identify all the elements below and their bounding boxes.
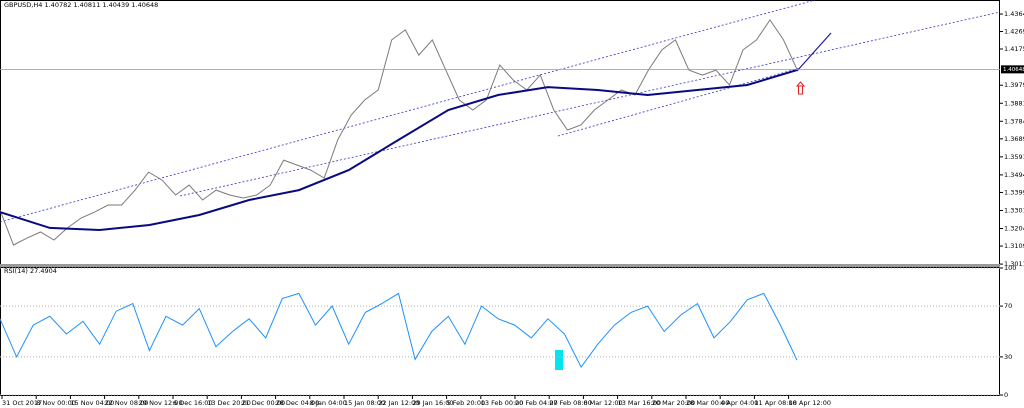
current-price-label: 1.40648	[1003, 67, 1024, 73]
x-tick-label: 31 Oct 2017	[2, 399, 42, 407]
y-tick-label: 1.30115	[1004, 260, 1024, 268]
y-tick-label: 1.34940	[1004, 171, 1024, 179]
x-tick-label: 11 Apr 08:00	[754, 399, 796, 407]
symbol: GBPUSD,H4	[4, 1, 42, 9]
x-tick-label: 22 Nov 08:00	[105, 399, 149, 407]
x-tick-label: 20 Mar 20:00	[652, 399, 695, 407]
x-tick-label: 20 Feb 04:00	[515, 399, 558, 407]
trend-line	[557, 67, 801, 137]
x-tick-label: 13 Feb 00:00	[481, 399, 524, 407]
y-tick-label: 1.33990	[1004, 188, 1024, 196]
open: 1.40782	[44, 1, 71, 9]
x-tick-label: 4 Apr 04:00	[720, 399, 758, 407]
x-tick-label: 13 Mar 16:00	[618, 399, 661, 407]
high: 1.40811	[73, 1, 100, 9]
x-tick-label: 29 Jan 16:00	[412, 399, 453, 407]
series-line	[0, 19, 798, 246]
rsi-pane	[0, 267, 1000, 396]
x-tick-label: 21 Dec 00:00	[241, 399, 285, 407]
series-line	[0, 69, 798, 232]
rsi-highlight	[555, 350, 563, 370]
x-tick-label: 8 Jan 04:00	[310, 399, 347, 407]
y-tick-label: 0	[1004, 391, 1008, 399]
y-tick-label: 70	[1004, 302, 1012, 310]
x-tick-label: 8 Nov 00:00	[36, 399, 76, 407]
chart-header: GBPUSD,H4 1.40782 1.40811 1.40439 1.4064…	[4, 1, 158, 9]
x-tick-label: 27 Feb 08:00	[549, 399, 592, 407]
y-tick-label: 1.32040	[1004, 225, 1024, 233]
y-tick-label: 1.33015	[1004, 206, 1024, 214]
rsi-label: RSI(14)	[4, 267, 28, 275]
close: 1.40648	[131, 1, 158, 9]
x-tick-label: 6 Dec 16:00	[173, 399, 213, 407]
y-tick-label: 1.42695	[1004, 28, 1024, 36]
series-line	[0, 292, 798, 369]
trend-line	[179, 11, 1001, 197]
arrow-icon	[795, 81, 806, 95]
y-tick-label: 1.41750	[1004, 45, 1024, 53]
current-price-box	[1001, 65, 1024, 74]
x-tick-label: 15 Nov 04:00	[70, 399, 114, 407]
y-tick-label: 1.39790	[1004, 81, 1024, 89]
projection-line	[796, 32, 832, 72]
y-tick-label: 1.38815	[1004, 99, 1024, 107]
x-tick-label: 5 Feb 20:00	[447, 399, 486, 407]
y-tick-label: 1.36890	[1004, 135, 1024, 143]
y-tick-label: 1.43640	[1004, 10, 1024, 18]
y-tick-label: 100	[1004, 264, 1016, 272]
y-tick-label: 1.31090	[1004, 242, 1024, 250]
x-tick-label: 29 Nov 12:00	[139, 399, 183, 407]
low: 1.40439	[102, 1, 129, 9]
x-tick-label: 18 Apr 12:00	[789, 399, 831, 407]
rsi-value: 27.4904	[30, 267, 57, 275]
rsi-header: RSI(14) 27.4904	[4, 267, 57, 275]
trend-line	[0, 0, 816, 223]
x-tick-label: 28 Mar 00:00	[686, 399, 729, 407]
y-tick-label: 30	[1004, 353, 1012, 361]
x-tick-label: 15 Jan 08:00	[344, 399, 385, 407]
y-tick-label: 1.37840	[1004, 117, 1024, 125]
x-tick-label: 22 Jan 12:00	[378, 399, 419, 407]
x-tick-label: 13 Dec 20:00	[207, 399, 251, 407]
x-tick-label: 6 Mar 12:00	[583, 399, 622, 407]
pane-separator	[0, 264, 1000, 267]
y-tick-label: 1.35915	[1004, 153, 1024, 161]
x-tick-label: 28 Dec 04:00	[276, 399, 320, 407]
